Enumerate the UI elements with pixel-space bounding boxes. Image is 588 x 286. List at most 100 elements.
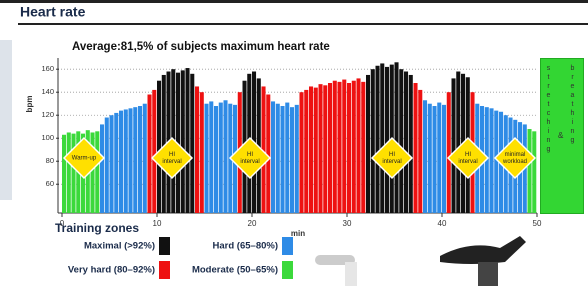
bike-image bbox=[315, 236, 526, 286]
bar bbox=[357, 78, 361, 213]
bar bbox=[224, 100, 228, 213]
bar bbox=[428, 104, 432, 213]
side-strip bbox=[0, 40, 12, 200]
bar bbox=[148, 95, 152, 213]
x-tick-label: 30 bbox=[343, 219, 352, 228]
bar bbox=[100, 124, 104, 213]
annotation-text: interval bbox=[162, 159, 181, 165]
bar bbox=[494, 111, 498, 213]
y-axis-label: bpm bbox=[25, 96, 34, 113]
bar bbox=[319, 84, 323, 213]
bar bbox=[452, 78, 456, 213]
legend-swatch bbox=[282, 261, 293, 279]
bar bbox=[528, 129, 532, 213]
bar bbox=[152, 90, 156, 213]
bar bbox=[532, 131, 536, 213]
bar bbox=[409, 75, 413, 213]
bar bbox=[347, 83, 351, 213]
bar bbox=[456, 72, 460, 213]
bar bbox=[442, 105, 446, 213]
bar bbox=[209, 101, 213, 213]
side-text: stretching bbox=[545, 65, 552, 155]
bar bbox=[490, 108, 494, 213]
bar bbox=[342, 80, 346, 213]
bar bbox=[328, 83, 332, 213]
bar bbox=[205, 104, 209, 213]
side-box: stretching & breathing bbox=[540, 58, 584, 214]
bar bbox=[371, 69, 375, 213]
bar bbox=[314, 88, 318, 213]
bar bbox=[352, 81, 356, 213]
legend-label: Maximal (>92%) bbox=[84, 241, 155, 252]
bar bbox=[124, 109, 128, 213]
x-axis-label: min bbox=[291, 229, 305, 238]
y-tick-label: 60 bbox=[46, 179, 54, 188]
bar bbox=[276, 104, 280, 213]
annotation-text: interval bbox=[458, 159, 477, 165]
annotation-text: Warm-up bbox=[72, 156, 97, 162]
annotation-text: HI bbox=[169, 152, 175, 158]
annotation-text: interval bbox=[382, 159, 401, 165]
legend-label: Very hard (80–92%) bbox=[68, 265, 155, 276]
annotation-text: HI bbox=[465, 152, 471, 158]
bar bbox=[67, 132, 71, 213]
bar bbox=[418, 90, 422, 213]
annotation-text: workload bbox=[502, 159, 527, 165]
y-tick-label: 100 bbox=[41, 133, 54, 142]
bar bbox=[143, 104, 147, 213]
bar bbox=[72, 134, 76, 213]
bar bbox=[361, 82, 365, 213]
bar bbox=[281, 106, 285, 213]
legend-label: Moderate (50–65%) bbox=[192, 265, 278, 276]
page: Heart rate Average:81,5% of subjects max… bbox=[0, 0, 588, 286]
chart-title: Average:81,5% of subjects maximum heart … bbox=[72, 41, 330, 53]
bar bbox=[214, 106, 218, 213]
bar bbox=[385, 67, 389, 213]
bar bbox=[366, 75, 370, 213]
page-title: Heart rate bbox=[20, 4, 86, 20]
bar bbox=[181, 70, 185, 213]
bar bbox=[395, 62, 399, 213]
x-tick-label: 40 bbox=[438, 219, 447, 228]
bar bbox=[62, 135, 66, 213]
bar bbox=[110, 115, 114, 213]
x-tick-label: 20 bbox=[248, 219, 257, 228]
bar bbox=[114, 113, 118, 213]
bar bbox=[338, 82, 342, 213]
legend-title: Training zones bbox=[55, 221, 139, 235]
bar bbox=[119, 111, 123, 213]
y-tick-label: 140 bbox=[41, 87, 54, 96]
bar bbox=[323, 85, 327, 213]
x-tick-label: 0 bbox=[60, 219, 65, 228]
legend-label: Hard (65–80%) bbox=[213, 241, 278, 252]
legend-swatch bbox=[282, 237, 293, 255]
bar bbox=[437, 103, 441, 213]
bar bbox=[333, 81, 337, 213]
bar bbox=[195, 86, 199, 213]
bar bbox=[295, 105, 299, 213]
annotation-text: minimal bbox=[505, 152, 526, 158]
annotation-text: HI bbox=[247, 152, 253, 158]
legend-swatch bbox=[159, 237, 170, 255]
bar bbox=[105, 118, 109, 213]
bar bbox=[290, 107, 294, 213]
bar bbox=[376, 66, 380, 213]
bar bbox=[200, 92, 204, 213]
bar bbox=[129, 108, 133, 213]
bar bbox=[133, 107, 137, 213]
bar bbox=[380, 63, 384, 213]
y-tick-label: 120 bbox=[41, 110, 54, 119]
bar bbox=[447, 92, 451, 213]
bar bbox=[414, 83, 418, 213]
bar bbox=[304, 90, 308, 213]
bar bbox=[219, 103, 223, 213]
y-tick-label: 80 bbox=[46, 156, 54, 165]
bar bbox=[423, 100, 427, 213]
annotation-text: interval bbox=[240, 159, 259, 165]
bar bbox=[399, 69, 403, 213]
bar bbox=[157, 81, 161, 213]
side-text: & bbox=[558, 131, 563, 140]
bar bbox=[95, 131, 99, 213]
bar bbox=[309, 86, 313, 213]
bar bbox=[300, 92, 304, 213]
